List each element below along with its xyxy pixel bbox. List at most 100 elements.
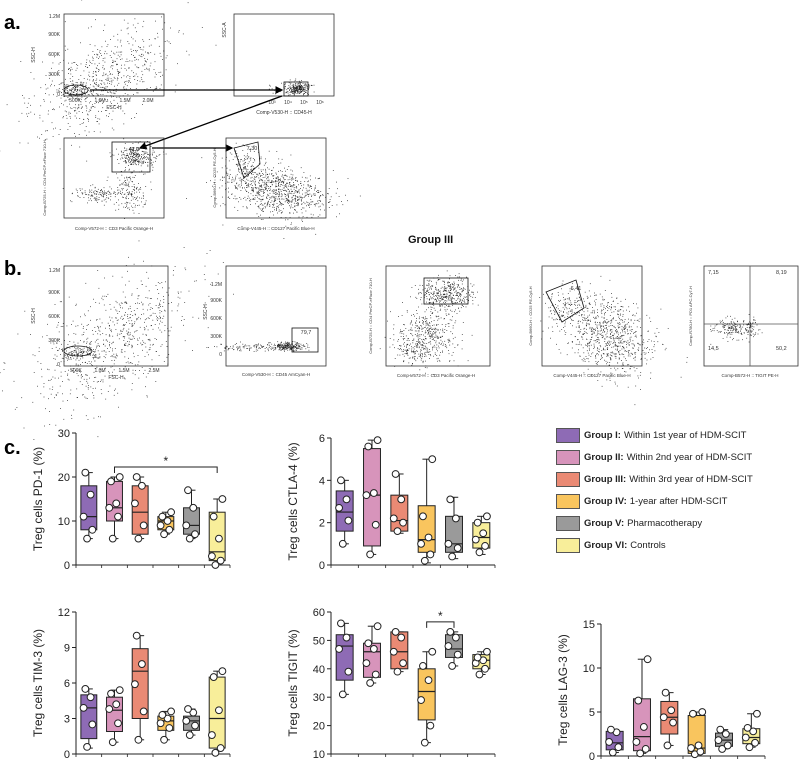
data-point: [369, 489, 378, 497]
data-point: [694, 741, 703, 750]
data-point: [446, 627, 455, 636]
data-point: [189, 503, 198, 512]
svg-text:900K: 900K: [48, 32, 60, 38]
data-point: [108, 738, 117, 747]
box-group-i: [80, 694, 98, 740]
boxplot-ctla4: 0 2 4 6 Treg cells CTLA-4 (%): [286, 433, 496, 572]
svg-text:1.5M: 1.5M: [118, 368, 129, 374]
data-point: [397, 495, 406, 504]
svg-text:1.5M: 1.5M: [119, 98, 130, 104]
boxplot-lag3: 0 5 10 15 Treg cells LAG-3 (%): [556, 619, 766, 763]
data-point: [661, 688, 670, 697]
data-point: [165, 525, 174, 534]
box-group-iv: [417, 668, 436, 721]
facs-b-cd45: 79,7 1.2M 900K 600K 300K 0 SSC-H Comp-V5…: [203, 265, 327, 377]
legend-swatch: [556, 472, 580, 487]
data-point: [632, 738, 641, 746]
data-point: [218, 667, 227, 676]
data-point: [167, 508, 175, 517]
data-point: [160, 530, 168, 539]
legend-swatch: [556, 428, 580, 443]
data-point: [371, 520, 380, 529]
data-point: [451, 633, 460, 642]
svg-text:900K: 900K: [210, 298, 222, 304]
data-point: [391, 627, 400, 636]
data-point: [481, 664, 489, 673]
y-tick-label: 30: [313, 692, 325, 704]
data-point: [369, 645, 378, 653]
data-point: [114, 512, 122, 521]
legend-item: Group II: Within 2nd year of HDM-SCIT: [556, 450, 776, 465]
y-tick-label: 40: [313, 664, 325, 676]
data-point: [81, 685, 90, 693]
data-point: [373, 436, 382, 445]
svg-text:1.2M: 1.2M: [49, 268, 60, 274]
y-tick-label: 12: [58, 607, 70, 619]
data-point: [366, 679, 375, 687]
svg-text:SSC-H: SSC-H: [31, 308, 37, 324]
data-point: [139, 707, 148, 716]
data-point: [723, 741, 732, 750]
svg-text:SSC-H: SSC-H: [31, 47, 37, 63]
data-point: [426, 721, 435, 730]
legend-swatch: [556, 516, 580, 531]
event-cloud: [539, 275, 688, 406]
svg-text:1.0M: 1.0M: [94, 98, 105, 104]
data-point: [364, 442, 373, 451]
data-point: [718, 745, 727, 753]
data-point: [139, 521, 148, 530]
legend-item: Group V: Pharmacotherapy: [556, 516, 776, 531]
data-point: [208, 731, 216, 739]
boxplot-tigit: 10 20 30 40 50 60 Treg cells TIGIT (%) *: [286, 607, 496, 761]
svg-text:1.2M: 1.2M: [49, 14, 60, 20]
data-point: [453, 650, 462, 659]
legend-swatch: [556, 450, 580, 465]
facs-b-fsc-ssc: 1.2M 900K 600K 300K 0 500K 1.0M 1.5M 2.5…: [0, 203, 287, 440]
data-point: [158, 512, 167, 521]
data-point: [419, 662, 427, 670]
data-point: [362, 659, 371, 668]
y-tick-label: 4: [319, 475, 325, 487]
svg-text:2.5M: 2.5M: [148, 368, 159, 374]
data-point: [86, 693, 95, 702]
y-tick-label: 6: [319, 433, 325, 445]
data-point: [399, 518, 407, 527]
data-point: [342, 495, 351, 504]
event-cloud: [186, 142, 361, 239]
boxplot-pd1: 0 10 20 30 Treg cells PD-1 (%) *: [31, 428, 231, 572]
svg-text:Comp-V530-H :: CD45 AmCyan-H: Comp-V530-H :: CD45 AmCyan-H: [242, 372, 310, 377]
y-tick-label: 20: [313, 721, 325, 733]
data-point: [663, 741, 672, 750]
svg-text:0: 0: [219, 352, 222, 358]
y-tick-label: 6: [64, 678, 70, 690]
data-point: [444, 642, 453, 650]
svg-text:0: 0: [57, 362, 60, 368]
data-point: [185, 731, 194, 739]
data-point: [216, 744, 225, 752]
y-tick-label: 3: [64, 714, 70, 726]
boxplot-tim3: 0 3 6 9 12 Treg cells TIM-3 (%): [31, 607, 231, 761]
legend-item: Group IV: 1-year after HDM-SCIT: [556, 494, 776, 509]
data-point: [108, 534, 117, 543]
y-tick-label: 60: [313, 607, 325, 619]
svg-text:FSC-H: FSC-H: [106, 105, 122, 111]
data-point: [344, 667, 353, 676]
data-point: [218, 495, 227, 503]
data-point: [211, 748, 220, 757]
y-axis-label: Treg cells LAG-3 (%): [556, 634, 570, 746]
data-point: [420, 556, 429, 565]
data-point: [479, 529, 488, 538]
legend-swatch: [556, 538, 580, 553]
data-point: [389, 647, 398, 656]
svg-text:FSC-H: FSC-H: [108, 375, 124, 381]
data-point: [107, 689, 115, 698]
data-point: [105, 503, 114, 512]
svg-text:41,0: 41,0: [129, 147, 140, 153]
data-point: [669, 718, 677, 727]
event-cloud: [62, 138, 167, 219]
data-point: [158, 711, 167, 719]
event-cloud: [268, 78, 315, 96]
data-point: [112, 700, 121, 709]
data-point: [184, 486, 192, 495]
facs-a-cd127-cd25: 7,30 Comp-B660-H :: CD25 PE-Cy5-H Comp-V…: [186, 137, 361, 239]
